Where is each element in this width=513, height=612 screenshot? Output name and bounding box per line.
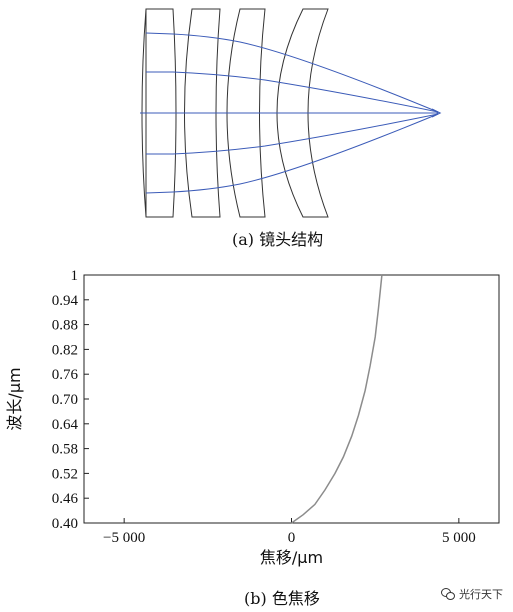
y-tick-label: 0.52 <box>52 466 78 482</box>
y-axis-title: 波长/μm <box>5 367 24 430</box>
x-axis-title: 焦移/μm <box>260 548 323 567</box>
wechat-icon <box>441 588 455 600</box>
lens-element-4 <box>276 8 329 218</box>
x-tick-label: −5 000 <box>103 530 145 546</box>
watermark: 光行天下 <box>441 586 503 602</box>
lens-element-1 <box>141 8 177 218</box>
focal-shift-chart: 0.40 0.46 0.52 0.58 0.64 0.70 0.76 0.82 0.88 0.94… <box>5 268 500 567</box>
chart-caption: (b) 色焦移 <box>244 589 320 608</box>
y-tick-label: 0.70 <box>52 392 78 408</box>
lens-element-3 <box>226 8 266 218</box>
ray-2 <box>146 71 439 113</box>
y-tick-label: 0.46 <box>52 491 79 507</box>
lens-caption: (a) 镜头结构 <box>232 230 324 249</box>
y-tick-label: 0.88 <box>52 318 78 334</box>
lens-element-2 <box>184 8 221 218</box>
y-tick-label: 0.76 <box>52 367 79 383</box>
ray-4 <box>146 113 439 155</box>
focal-point-marker <box>431 108 442 118</box>
ray-1 <box>145 32 439 113</box>
y-tick-label: 0.94 <box>52 293 79 309</box>
ray-5 <box>145 113 439 194</box>
plot-frame <box>83 274 500 524</box>
y-tick-label: 0.58 <box>52 442 78 458</box>
y-tick-label: 1 <box>71 268 79 284</box>
focal-shift-curve <box>291 274 383 524</box>
y-tick-label: 0.40 <box>52 516 78 532</box>
y-tick-label: 0.64 <box>52 417 79 433</box>
x-tick-label: 0 <box>288 530 296 546</box>
chart-ticks: 0.40 0.46 0.52 0.58 0.64 0.70 0.76 0.82 0.88 0.94… <box>52 268 476 546</box>
y-tick-label: 0.82 <box>52 342 78 358</box>
x-tick-label: 5 000 <box>442 530 476 546</box>
chart-axes <box>83 274 500 524</box>
watermark-text: 光行天下 <box>459 588 503 601</box>
lens-structure-diagram <box>140 8 442 218</box>
